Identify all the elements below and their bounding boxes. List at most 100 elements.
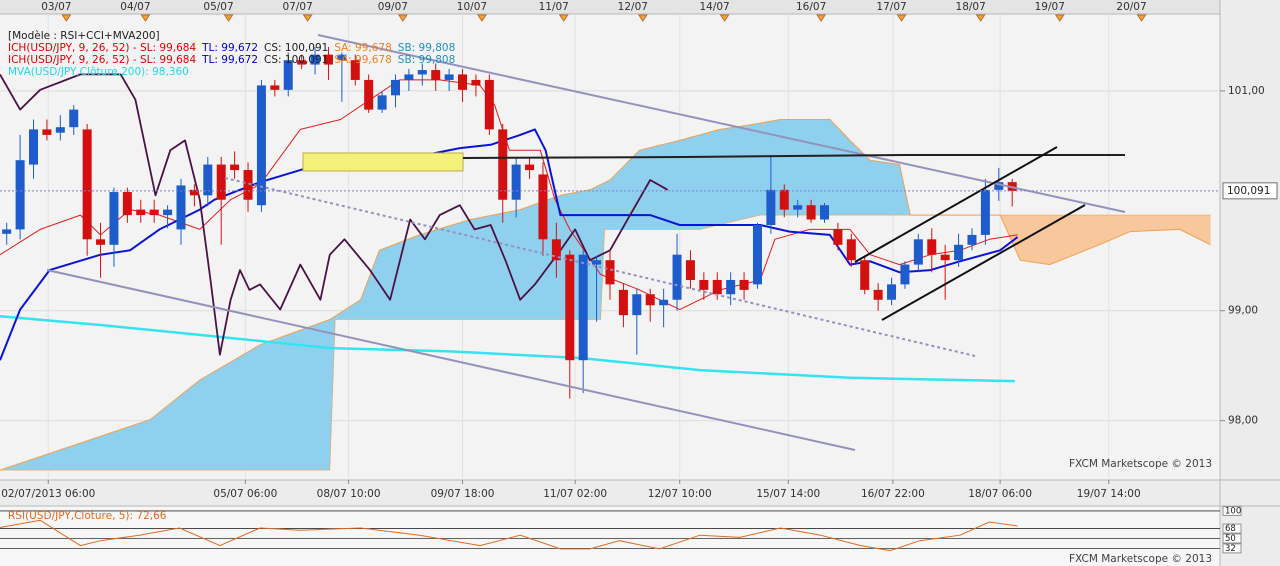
date-label: 04/07 <box>120 1 150 13</box>
legend-line: ICH(USD/JPY, 9, 26, 52) - SL: 99,684 TL: … <box>8 42 455 54</box>
legend-text: [Modèle : RSI+CCI+MVA200] <box>8 30 160 42</box>
candle-body <box>471 79 481 86</box>
candle-body <box>940 254 950 261</box>
candle-body <box>136 209 146 216</box>
candle-body <box>55 127 65 133</box>
candle-body <box>297 60 307 65</box>
candle-body <box>243 170 253 200</box>
candle-body <box>578 254 588 361</box>
candle-body <box>404 74 414 80</box>
y-tick-label: 101,00 <box>1228 85 1265 97</box>
rsi-tick-label: 32 <box>1225 544 1236 554</box>
candle-body <box>417 70 427 75</box>
candle-body <box>592 260 602 265</box>
candle-body <box>980 189 990 235</box>
candle-body <box>913 239 923 265</box>
date-label: 07/07 <box>283 1 313 13</box>
rsi-tick-label: 50 <box>1225 534 1236 544</box>
candle-body <box>2 229 12 234</box>
candle-body <box>793 205 803 210</box>
date-label: 20/07 <box>1116 1 1146 13</box>
date-marker <box>558 14 569 22</box>
candle-body <box>565 254 575 361</box>
x-tick-label: 15/07 14:00 <box>756 488 820 500</box>
candle-body <box>230 164 240 171</box>
rsi-area <box>0 506 1220 566</box>
candle-body <box>672 254 682 300</box>
candle-body <box>69 109 79 128</box>
top-date-band <box>0 0 1220 14</box>
legend-line: ICH(USD/JPY, 9, 26, 52) - SL: 99,684 TL: … <box>8 54 455 66</box>
candle-body <box>310 54 320 65</box>
candle-body <box>766 189 776 226</box>
candle-body <box>431 70 441 80</box>
trendline <box>317 34 1126 213</box>
candle-body <box>967 234 977 245</box>
date-marker <box>637 14 648 22</box>
candle-body <box>42 129 52 135</box>
date-marker <box>816 14 827 22</box>
candle-body <box>685 260 695 280</box>
x-tick-label: 09/07 18:00 <box>431 488 495 500</box>
candle-body <box>337 54 347 61</box>
rsi-tick-label: 100 <box>1225 506 1241 516</box>
candle-body <box>618 289 628 316</box>
rsi-tick-label: 68 <box>1225 524 1236 534</box>
legend-text: TL: 99,672 <box>201 42 258 54</box>
legend-text: MVA(USD/JPY,Clôture,200): 98,360 <box>8 66 189 78</box>
date-label: 05/07 <box>203 1 233 13</box>
candle-body <box>109 192 119 245</box>
candle-body <box>860 260 870 290</box>
candle-body <box>632 294 642 316</box>
marks-layer <box>0 46 1019 552</box>
legend-text: TL: 99,672 <box>201 54 258 66</box>
rsi-tick-box <box>1222 505 1242 516</box>
date-marker <box>476 14 487 22</box>
x-tick-label: 11/07 02:00 <box>543 488 607 500</box>
candle-body <box>323 54 333 65</box>
candle-body <box>163 209 173 216</box>
legend-text: ICH(USD/JPY, 9, 26, 52) - SL: 99,684 <box>8 42 196 54</box>
candle-body <box>752 225 762 285</box>
watermark: FXCM Marketscope © 2013 <box>1069 458 1212 470</box>
candle-body <box>444 74 454 80</box>
candle-body <box>645 294 655 306</box>
date-marker <box>1136 14 1147 22</box>
candle-body <box>364 79 374 110</box>
date-label: 18/07 <box>956 1 986 13</box>
span-b <box>0 214 1211 471</box>
legend-text: SB: 99,808 <box>398 42 455 54</box>
candle-body <box>270 85 280 90</box>
candle-body <box>538 174 548 240</box>
candle-body <box>82 129 92 240</box>
channel-line <box>854 146 1058 263</box>
candle-body <box>189 189 199 196</box>
date-label: 12/07 <box>618 1 648 13</box>
date-marker <box>302 14 313 22</box>
date-marker <box>397 14 408 22</box>
candle-body <box>525 164 535 171</box>
rsi-tick-box <box>1222 533 1242 544</box>
candle-body <box>820 205 830 220</box>
candle-body <box>122 192 132 216</box>
date-marker <box>223 14 234 22</box>
x-tick-label: 12/07 10:00 <box>648 488 712 500</box>
indicator-line <box>0 128 1019 361</box>
candle-body <box>887 284 897 300</box>
highlight-box <box>302 152 464 172</box>
candle-body <box>203 164 213 196</box>
candle-body <box>484 79 494 130</box>
last-price-box <box>1222 182 1278 200</box>
candle-body <box>954 244 964 261</box>
candle-body <box>96 239 106 245</box>
candle-body <box>498 129 508 200</box>
candle-body <box>511 164 521 200</box>
date-label: 10/07 <box>457 1 487 13</box>
candle-body <box>846 239 856 261</box>
candle-body <box>779 189 789 210</box>
candle-body <box>350 60 360 80</box>
candle-body <box>726 279 736 295</box>
rsi-tick-box <box>1222 523 1242 534</box>
